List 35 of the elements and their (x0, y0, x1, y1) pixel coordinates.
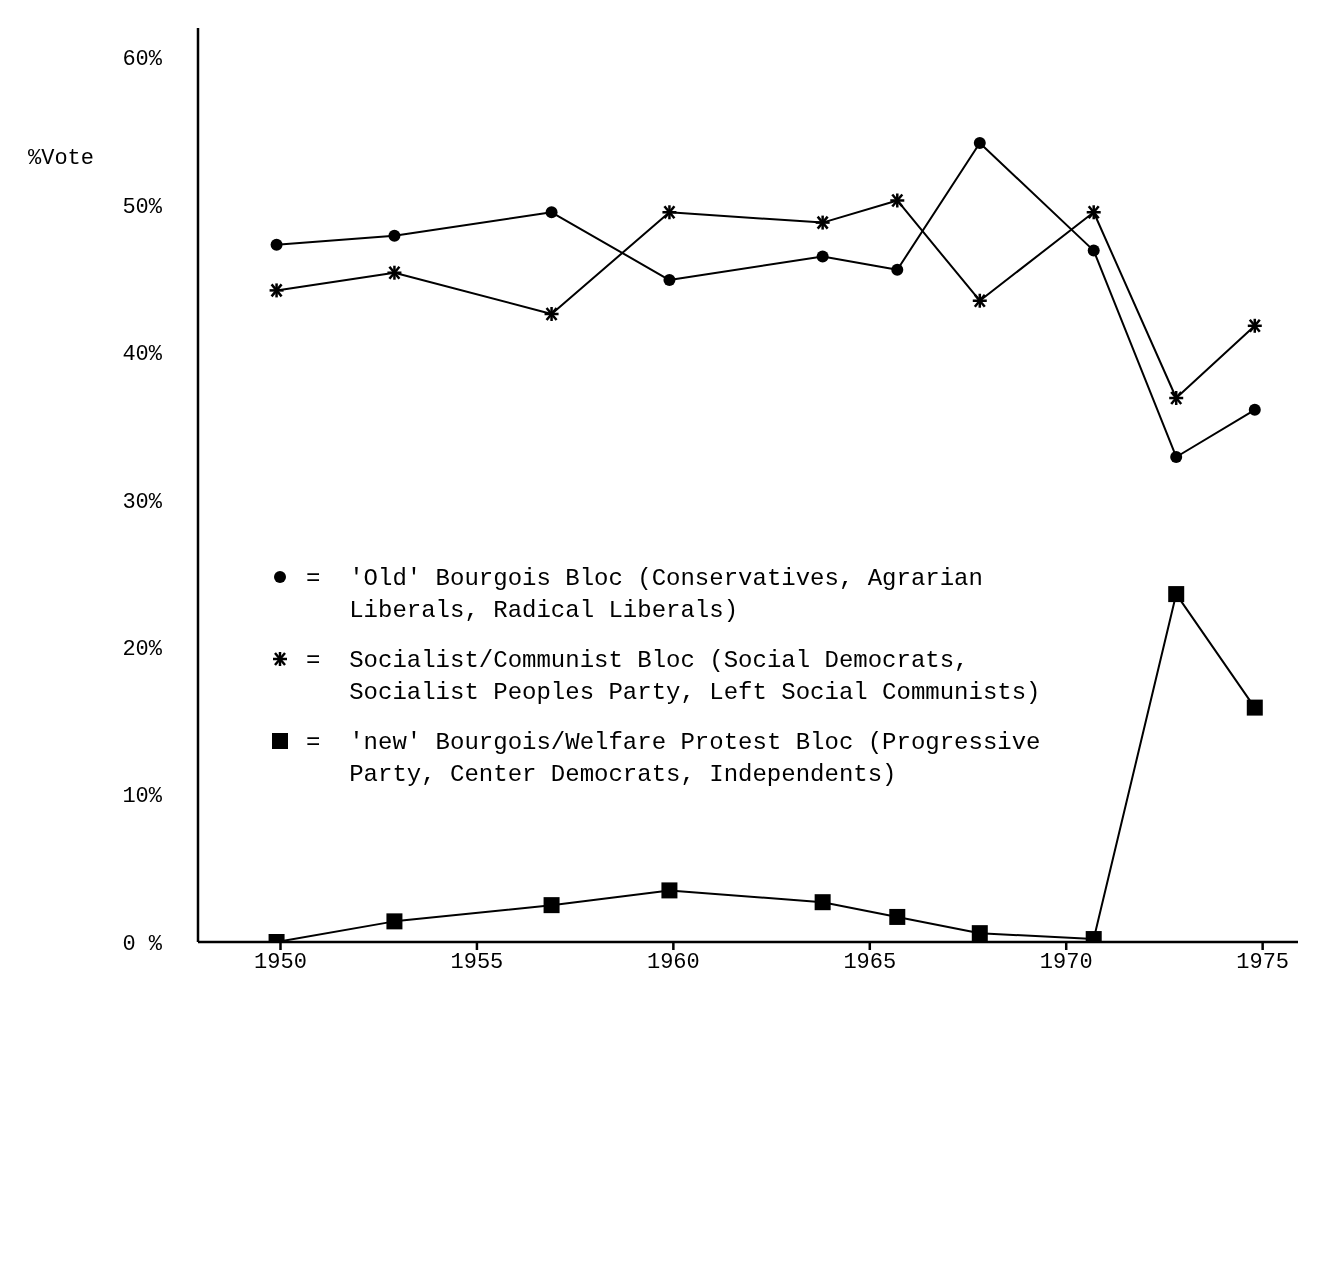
point (1248, 403, 1261, 416)
point (891, 263, 904, 276)
y-tick-label: 0 % (122, 931, 163, 957)
y-tick-label: 30% (122, 489, 163, 515)
point (816, 250, 829, 263)
x-tick-label: 1970 (1039, 949, 1093, 975)
y-tick-label: 60% (122, 47, 163, 73)
y-tick-label: 10% (122, 784, 163, 810)
x-tick-label: 1965 (843, 949, 897, 975)
x-tick-label: 1950 (254, 949, 307, 975)
point (661, 882, 678, 899)
point (663, 274, 676, 287)
point (1246, 699, 1263, 716)
x-tick-label: 1960 (646, 949, 700, 975)
point (543, 897, 560, 914)
point (388, 229, 401, 242)
point (545, 206, 558, 219)
y-axis-title: %Vote (28, 145, 95, 171)
point (973, 136, 986, 149)
point (1168, 586, 1185, 603)
point (971, 925, 988, 942)
point (814, 894, 831, 911)
legend-label: = Socialist/Communist Bloc (Social Democrats, Socialist Peoples Party, Left Social Communists) (306, 646, 1042, 708)
x-tick-label: 1955 (450, 949, 504, 975)
y-tick-label: 50% (122, 194, 163, 220)
legend-label: = 'new' Bourgois/Welfare Protest Bloc (Progressive Party, Center Democrats, Independents) (306, 728, 1042, 790)
legend-label: = 'Old' Bourgois Bloc (Conservatives, Agrarian Liberals, Radical Liberals) (306, 564, 984, 626)
point (889, 908, 906, 925)
point (270, 238, 283, 251)
y-tick-label: 40% (122, 342, 163, 368)
point (1087, 244, 1100, 257)
x-tick-label: 1975 (1236, 949, 1290, 975)
y-tick-label: 20% (122, 636, 163, 662)
point (1170, 450, 1183, 463)
point (386, 913, 403, 930)
